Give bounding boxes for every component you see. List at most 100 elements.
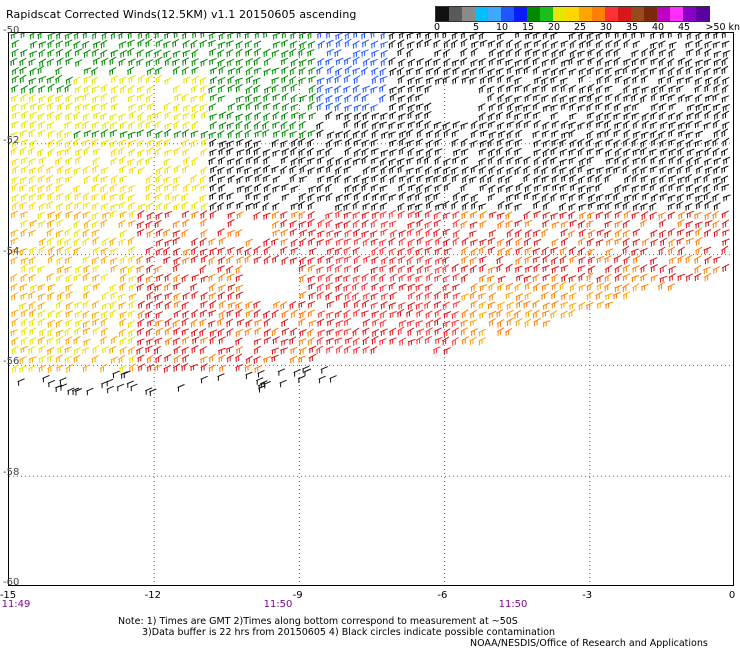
wind-barb xyxy=(595,67,604,76)
wind-barb xyxy=(281,102,290,112)
wind-barb xyxy=(182,112,190,120)
wind-barb xyxy=(703,58,712,66)
wind-barb xyxy=(73,211,81,220)
wind-barb xyxy=(587,201,596,210)
wind-barb xyxy=(110,103,119,111)
wind-barb xyxy=(362,292,371,301)
wind-barb xyxy=(703,173,711,183)
wind-barb xyxy=(236,185,245,193)
wind-barb xyxy=(352,228,361,237)
wind-barb xyxy=(227,84,236,93)
wind-barb xyxy=(344,112,352,121)
wind-barb xyxy=(578,74,586,84)
wind-barb xyxy=(180,362,189,372)
wind-barb xyxy=(164,292,173,300)
wind-barb xyxy=(225,346,234,354)
wind-barb xyxy=(334,283,343,292)
wind-barb xyxy=(28,327,37,336)
wind-barb xyxy=(272,102,281,111)
wind-barb xyxy=(262,174,271,183)
wind-barb xyxy=(370,67,379,76)
wind-barb xyxy=(685,48,694,57)
wind-barb xyxy=(189,174,198,184)
wind-barb xyxy=(640,203,648,211)
wind-barb xyxy=(704,33,711,40)
wind-barb xyxy=(587,248,596,256)
wind-barb xyxy=(261,129,270,138)
wind-barb xyxy=(118,318,127,327)
wind-barb xyxy=(145,301,154,310)
wind-barb xyxy=(631,138,639,147)
wind-barb xyxy=(667,246,676,255)
wind-barb xyxy=(551,282,559,291)
wind-barb xyxy=(74,319,83,327)
wind-barb xyxy=(225,265,234,274)
wind-barb xyxy=(335,320,344,328)
wind-barb xyxy=(91,236,100,246)
wind-barb xyxy=(405,67,414,76)
wind-barb xyxy=(64,112,73,121)
wind-barb xyxy=(604,67,613,75)
wind-barb xyxy=(650,274,659,282)
wind-barb xyxy=(362,111,370,121)
wind-barb xyxy=(118,58,126,67)
wind-barb xyxy=(199,76,207,85)
wind-map-plot[interactable] xyxy=(8,32,734,586)
wind-barb xyxy=(218,111,227,120)
wind-barb xyxy=(595,33,604,40)
wind-barb xyxy=(173,130,182,139)
wind-barb xyxy=(667,211,676,220)
wind-barb xyxy=(298,33,307,40)
wind-barb xyxy=(182,49,191,58)
wind-barb xyxy=(298,77,306,85)
wind-barb xyxy=(334,139,343,147)
wind-barb xyxy=(56,345,65,354)
wind-barb xyxy=(227,219,235,228)
wind-barb xyxy=(91,256,100,265)
wind-barb xyxy=(344,137,353,147)
wind-barb xyxy=(280,50,289,58)
wind-barb xyxy=(271,202,280,211)
wind-barb xyxy=(676,66,684,76)
wind-barb xyxy=(604,93,613,102)
wind-barb xyxy=(254,173,263,183)
wind-barb xyxy=(478,57,486,66)
wind-barb xyxy=(101,237,110,247)
wind-barb xyxy=(47,246,56,255)
wind-barb xyxy=(351,282,360,291)
wind-barb xyxy=(695,103,703,111)
wind-barb xyxy=(209,210,217,219)
wind-barb xyxy=(37,65,45,75)
wind-barb xyxy=(217,347,226,355)
wind-barb xyxy=(695,47,703,56)
wind-barb xyxy=(722,50,731,58)
wind-barb xyxy=(235,95,244,103)
wind-barb xyxy=(208,256,216,265)
wind-barb xyxy=(164,149,172,157)
wind-barb-map xyxy=(9,33,733,585)
wind-barb xyxy=(47,39,55,49)
wind-barb xyxy=(532,49,541,57)
wind-barb xyxy=(389,273,398,282)
wind-barb xyxy=(83,219,91,229)
wind-barb xyxy=(54,74,63,84)
wind-barb xyxy=(209,148,217,157)
wind-barb xyxy=(290,112,299,120)
wind-barb xyxy=(198,328,207,337)
wind-barb xyxy=(316,175,325,184)
wind-barb xyxy=(65,301,74,310)
wind-barb xyxy=(172,247,181,256)
legend-swatch xyxy=(540,7,553,21)
wind-barb xyxy=(630,33,637,39)
wind-barb xyxy=(28,308,37,318)
wind-barb xyxy=(560,59,569,67)
wind-barb xyxy=(172,237,180,245)
wind-barb xyxy=(613,139,621,148)
wind-barb xyxy=(307,58,316,66)
wind-barb xyxy=(118,328,127,337)
wind-barb xyxy=(243,121,252,130)
wind-barb xyxy=(650,57,658,66)
wind-barb xyxy=(272,301,281,309)
wind-barb xyxy=(407,110,415,119)
wind-barb xyxy=(585,301,594,310)
